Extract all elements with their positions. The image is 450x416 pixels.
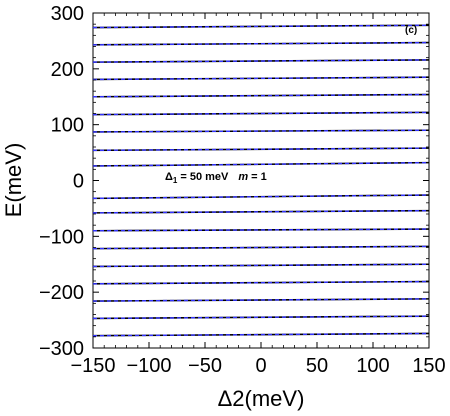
energy-level-dashed: [92, 24, 430, 29]
delta-value: = 50 meV: [180, 171, 229, 183]
panel-label: (c): [405, 25, 417, 36]
delta-subscript: 1: [173, 176, 178, 185]
y-tick-label: 0: [73, 171, 84, 193]
m-value: = 1: [251, 171, 267, 183]
x-tick-label: −150: [70, 355, 115, 377]
x-tick-label: −100: [126, 355, 171, 377]
y-tick-label: 100: [51, 115, 84, 137]
y-tick-label: −200: [39, 282, 84, 304]
y-tick-label: −100: [39, 226, 84, 248]
x-tick-label: 100: [356, 355, 389, 377]
axis-ticks: [92, 12, 430, 349]
energy-level-dashed: [92, 59, 430, 63]
energy-level-dashed: [92, 209, 430, 214]
y-tick-label: −300: [39, 338, 84, 360]
energy-level-dashed: [92, 194, 430, 200]
energy-level-dashed: [92, 298, 430, 302]
energy-level-dashed: [92, 147, 430, 152]
energy-level-dashed: [92, 228, 430, 232]
energy-level-dashed: [92, 41, 430, 46]
m-symbol: m: [238, 171, 248, 183]
energy-level-dashed: [92, 161, 430, 167]
energy-level-dashed: [92, 263, 430, 268]
x-axis-label: Δ2(meV): [218, 386, 305, 411]
energy-level-dashed: [92, 76, 430, 81]
x-tick-label: 150: [412, 355, 445, 377]
energy-level-dashed: [92, 93, 430, 98]
energy-level-dashed: [92, 332, 430, 337]
energy-level-dashed: [92, 129, 430, 133]
energy-level-dashed: [92, 245, 430, 250]
delta-symbol: Δ: [165, 171, 173, 183]
energy-level-dashed: [92, 111, 430, 116]
y-tick-label: 300: [51, 3, 84, 25]
energy-level-dashed: [92, 315, 430, 320]
y-axis-label: E(meV): [1, 143, 26, 218]
parameter-annotation: Δ1 = 50 meV m = 1: [165, 171, 267, 185]
x-tick-label: −50: [188, 355, 222, 377]
energy-levels: [92, 24, 430, 337]
y-tick-label: 200: [51, 59, 84, 81]
x-tick-label: 0: [255, 355, 266, 377]
tick-labels: −150 −100 −50 0 50 100 150 300 200 100 0 −100 −200 −3…: [39, 3, 446, 377]
energy-level-dashed: [92, 280, 430, 285]
x-tick-label: 50: [306, 355, 328, 377]
